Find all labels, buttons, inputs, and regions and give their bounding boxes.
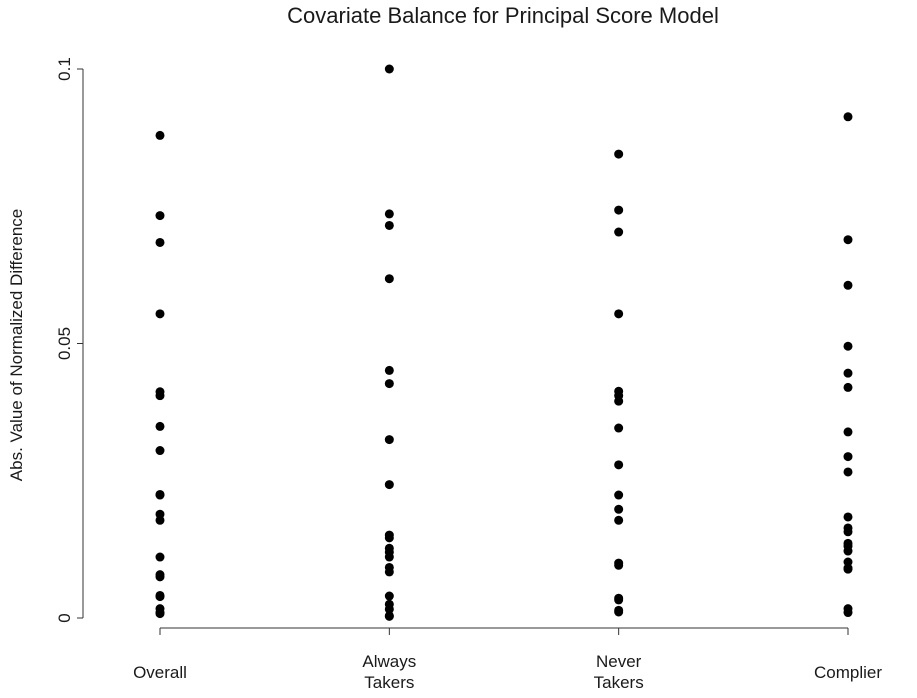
data-point xyxy=(843,280,853,290)
data-point xyxy=(155,572,165,582)
data-point xyxy=(384,64,394,74)
data-point xyxy=(843,467,853,477)
data-point xyxy=(843,235,853,245)
data-point xyxy=(155,592,165,602)
x-tick-label: Complier xyxy=(814,663,882,682)
data-point xyxy=(155,515,165,525)
x-tick-label: Never Takers xyxy=(594,652,644,692)
data-point xyxy=(614,607,624,617)
data-point xyxy=(843,427,853,437)
data-point xyxy=(384,435,394,445)
data-point xyxy=(843,368,853,378)
data-point xyxy=(155,421,165,431)
chart-title: Covariate Balance for Principal Score Mo… xyxy=(287,3,719,28)
data-point xyxy=(614,490,624,500)
data-point xyxy=(614,309,624,319)
data-point xyxy=(155,237,165,247)
data-point xyxy=(384,533,394,543)
y-tick-label: 0 xyxy=(55,613,74,622)
data-point xyxy=(614,227,624,237)
x-tick-label-line: Overall xyxy=(133,663,187,682)
data-point xyxy=(384,379,394,389)
data-point xyxy=(843,382,853,392)
x-tick-label-line: Takers xyxy=(594,673,644,692)
data-point xyxy=(384,209,394,219)
data-point xyxy=(843,112,853,122)
data-point xyxy=(155,490,165,500)
data-point xyxy=(384,591,394,601)
data-point xyxy=(614,504,624,514)
data-point xyxy=(384,220,394,230)
x-tick-label-line: Complier xyxy=(814,663,882,682)
data-point xyxy=(614,205,624,215)
data-point xyxy=(384,552,394,562)
data-point xyxy=(155,552,165,562)
data-point xyxy=(384,567,394,577)
data-point xyxy=(843,564,853,574)
data-point xyxy=(384,365,394,375)
y-tick-label: 0.1 xyxy=(55,57,74,81)
data-point xyxy=(155,130,165,140)
data-point xyxy=(384,611,394,621)
data-point xyxy=(614,595,624,605)
data-point xyxy=(614,423,624,433)
x-tick-label: Overall xyxy=(133,663,187,682)
x-tick-label: Always Takers xyxy=(362,652,416,692)
data-point xyxy=(843,546,853,556)
data-point xyxy=(843,608,853,618)
data-point xyxy=(384,480,394,490)
data-point xyxy=(614,396,624,406)
data-point xyxy=(155,309,165,319)
data-point xyxy=(155,391,165,401)
data-point xyxy=(614,149,624,159)
x-tick-label-line: Never xyxy=(596,652,642,671)
data-point xyxy=(614,560,624,570)
x-axis-ticks: Overall Always Takers Never Takers Complier xyxy=(133,628,882,692)
data-point xyxy=(843,527,853,537)
data-point xyxy=(614,515,624,525)
data-point xyxy=(384,274,394,284)
data-point xyxy=(614,460,624,470)
data-point xyxy=(843,512,853,522)
x-tick-label-line: Always xyxy=(362,652,416,671)
data-point xyxy=(155,609,165,619)
data-points xyxy=(155,64,853,621)
data-point xyxy=(384,604,394,614)
y-axis-ticks: 0 0.05 0.1 xyxy=(55,57,83,623)
data-point xyxy=(843,341,853,351)
y-axis-label: Abs. Value of Normalized Difference xyxy=(7,209,26,481)
x-tick-label-line: Takers xyxy=(364,673,414,692)
y-tick-label: 0.05 xyxy=(55,327,74,360)
data-point xyxy=(155,446,165,456)
data-point xyxy=(843,452,853,462)
data-point xyxy=(155,211,165,221)
